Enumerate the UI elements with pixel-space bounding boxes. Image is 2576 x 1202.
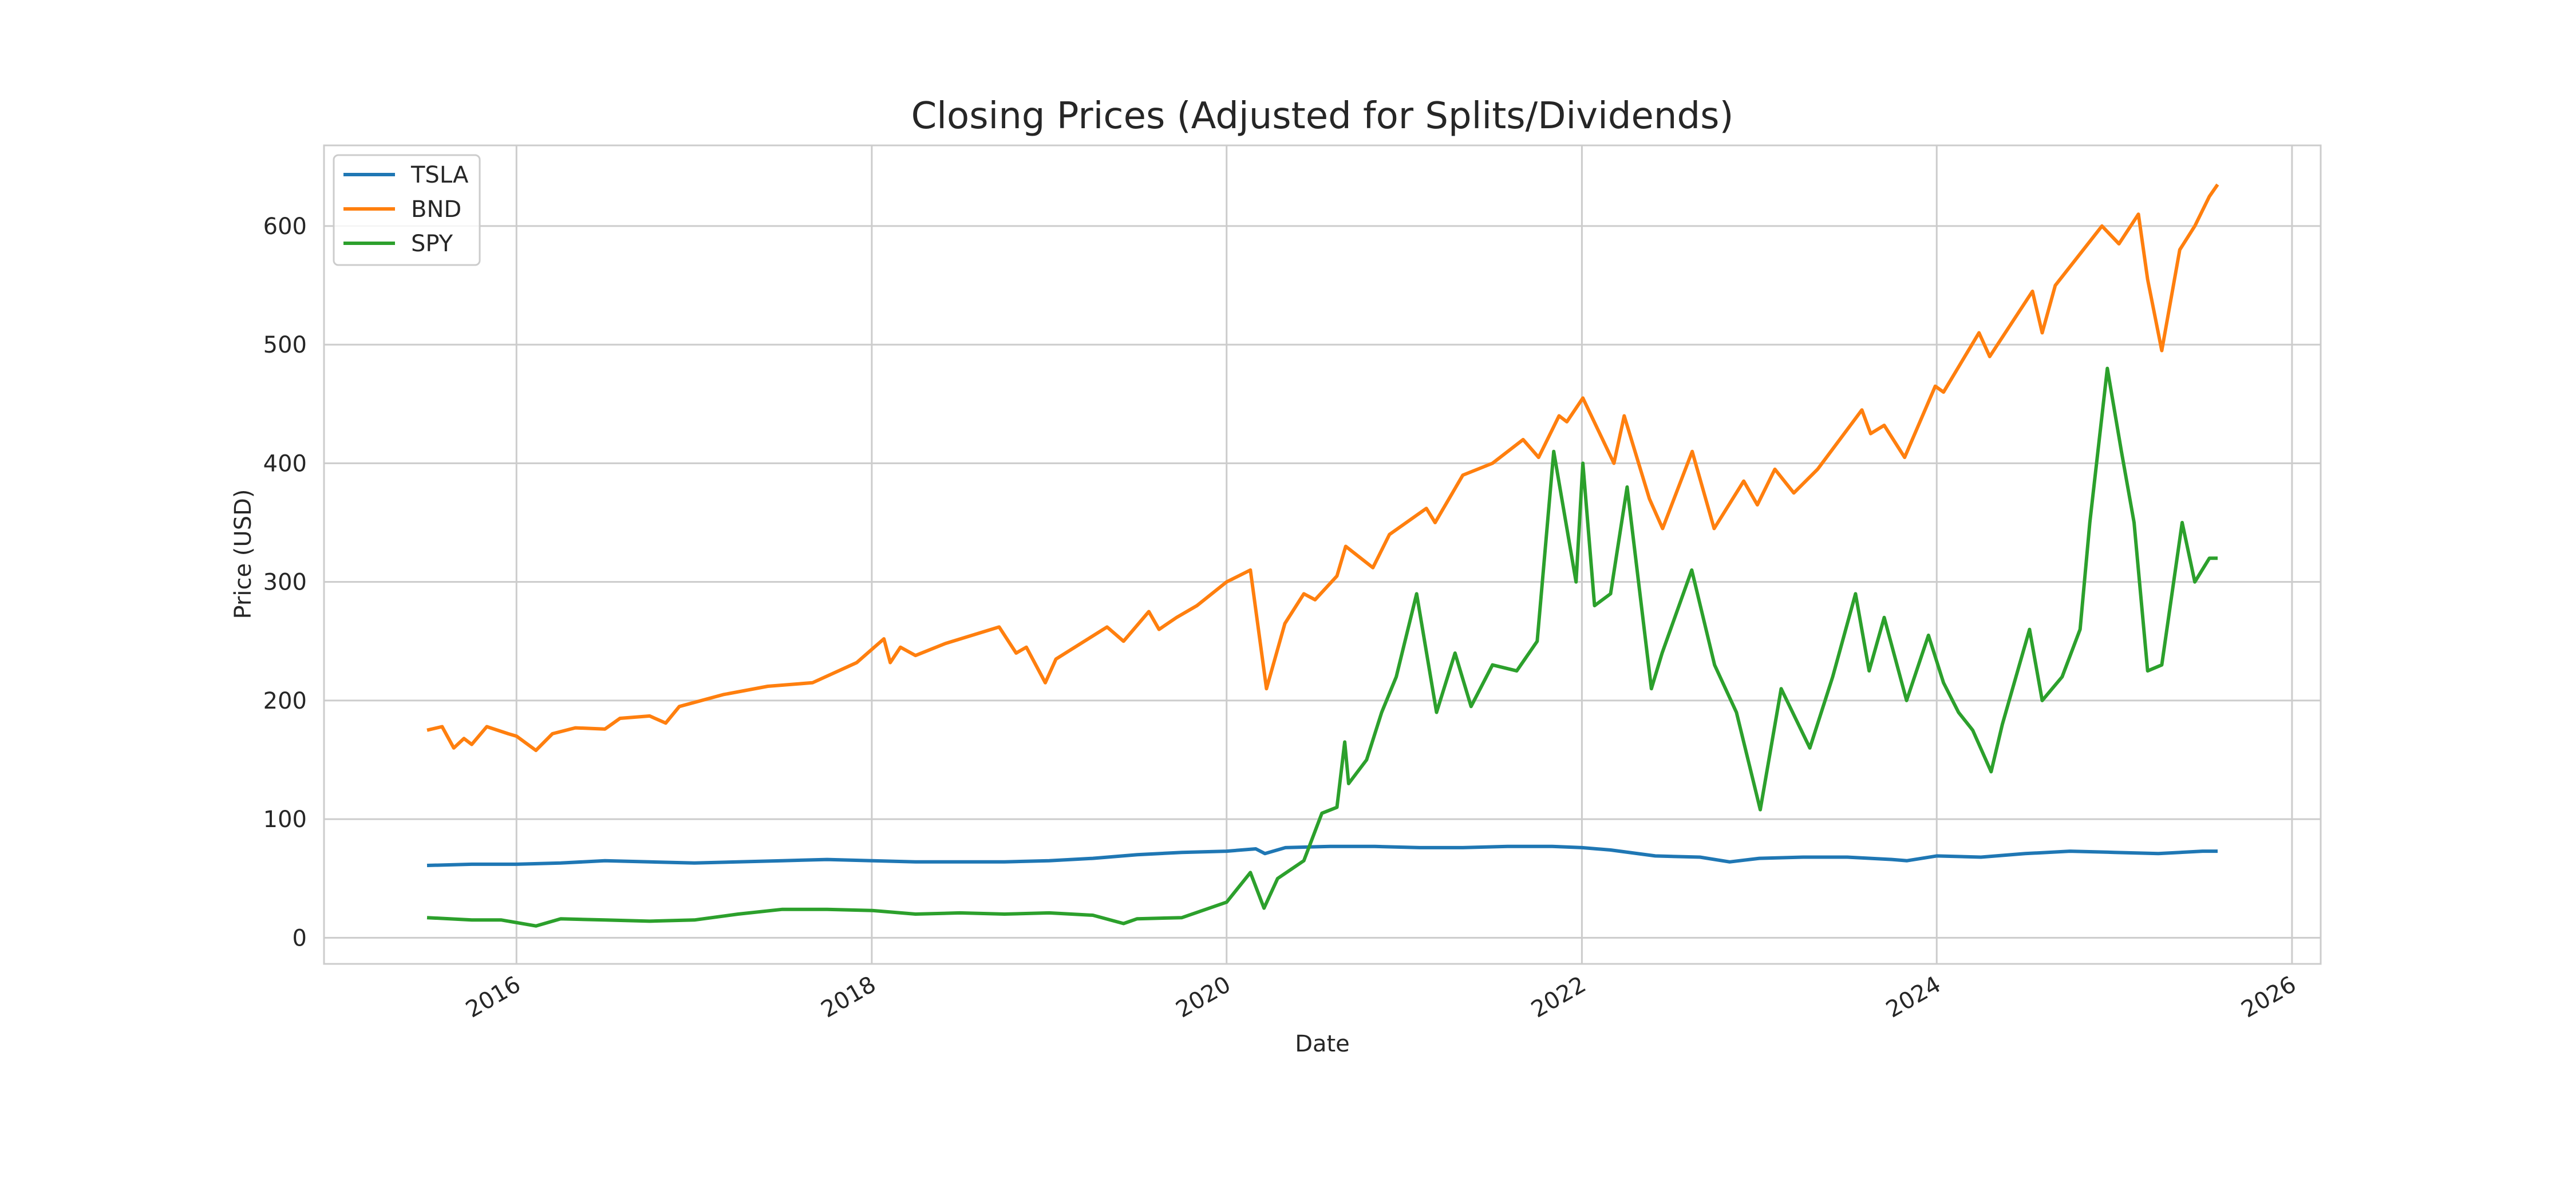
x-tick-label: 2024 [1882, 971, 1945, 1023]
y-tick-label: 500 [263, 332, 307, 358]
chart-title: Closing Prices (Adjusted for Splits/Divi… [911, 95, 1734, 137]
x-tick-label: 2016 [461, 971, 525, 1023]
x-tick-label: 2022 [1527, 971, 1590, 1023]
grid-lines [324, 145, 2321, 964]
y-tick-label: 600 [263, 213, 307, 240]
series-lines [426, 183, 2219, 928]
tick-labels: 2016 2018 2020 2022 2024 2026 0 100 200 300 400 500… [263, 213, 2301, 1023]
legend-label-spy: SPY [411, 231, 453, 257]
x-tick-label: 2020 [1172, 971, 1235, 1023]
x-axis-label: Date [1295, 1031, 1350, 1057]
x-tick-label: 2018 [817, 971, 880, 1023]
legend-label-tsla: TSLA [410, 162, 469, 188]
series-line-bnd [426, 183, 2219, 752]
y-tick-label: 100 [263, 806, 307, 833]
legend-items: TSLA BND SPY [343, 162, 469, 257]
y-tick-label: 0 [293, 925, 307, 951]
series-line-spy [426, 366, 2218, 928]
x-tick-label: 2026 [2237, 971, 2301, 1023]
y-tick-label: 400 [263, 450, 307, 477]
legend: TSLA BND SPY [333, 154, 481, 266]
plot-frame [323, 144, 2322, 965]
y-axis-label: Price (USD) [230, 489, 256, 619]
y-tick-label: 300 [263, 570, 307, 596]
y-tick-label: 200 [263, 688, 307, 714]
legend-label-bnd: BND [411, 196, 461, 223]
legend-box [333, 154, 481, 266]
series-line-tsla [426, 844, 2218, 867]
